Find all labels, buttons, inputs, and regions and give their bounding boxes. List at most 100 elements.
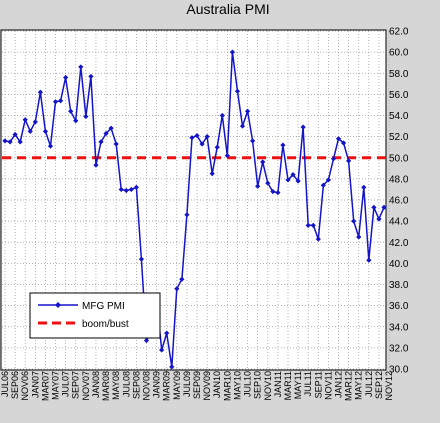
- x-tick-label: MAY08: [111, 371, 121, 400]
- x-tick-label: MAR11: [283, 371, 293, 400]
- pmi-point: [174, 286, 180, 292]
- pmi-point: [366, 257, 372, 263]
- y-tick-label: 34.0: [389, 322, 409, 333]
- pmi-point: [17, 139, 23, 145]
- gridlines: [2, 30, 390, 370]
- x-tick-label: SEP10: [253, 371, 263, 399]
- pmi-point: [189, 135, 195, 141]
- pmi-point: [184, 212, 190, 218]
- pmi-point: [275, 190, 281, 196]
- pmi-point: [138, 256, 145, 262]
- pmi-point: [376, 216, 382, 222]
- pmi-point: [214, 144, 220, 150]
- pmi-point: [300, 124, 306, 130]
- pmi-point: [32, 119, 38, 125]
- pmi-point: [93, 162, 99, 168]
- x-tick-label: MAR12: [344, 371, 354, 401]
- pmi-point: [346, 158, 352, 164]
- pmi-point: [47, 143, 54, 149]
- legend-pmi-marker: [55, 302, 61, 308]
- pmi-point: [113, 141, 119, 147]
- legend-boom-bust-label: boom/bust: [82, 319, 129, 330]
- x-tick-label: JAN10: [212, 371, 222, 398]
- x-tick-label: JUL12: [364, 371, 374, 397]
- pmi-point: [128, 186, 134, 193]
- pmi-point: [335, 136, 342, 142]
- pmi-point: [204, 134, 210, 140]
- pmi-point: [118, 186, 124, 193]
- x-tick-label: NOV06: [20, 371, 30, 401]
- x-tick-label: MAY07: [51, 371, 61, 400]
- pmi-point: [7, 139, 13, 145]
- legend-pmi-label: MFG PMI: [82, 301, 125, 312]
- pmi-point: [260, 159, 266, 165]
- pmi-point: [98, 139, 104, 145]
- x-tick-label: MAY12: [354, 371, 364, 400]
- x-tick-label: MAR10: [222, 371, 232, 401]
- x-tick-label: NOV07: [81, 371, 91, 401]
- x-tick-label: SEP12: [374, 371, 384, 399]
- y-tick-label: 46.0: [389, 196, 409, 207]
- x-tick-label: MAY10: [232, 371, 242, 400]
- pmi-point: [219, 112, 225, 119]
- pmi-point: [356, 234, 362, 240]
- pmi-point: [68, 108, 74, 114]
- pmi-point: [244, 108, 251, 114]
- y-tick-label: 54.0: [389, 111, 409, 122]
- pmi-point: [22, 117, 28, 123]
- pmi-point: [270, 188, 276, 195]
- y-tick-label: 42.0: [389, 238, 409, 249]
- x-tick-label: JAN12: [334, 371, 344, 398]
- pmi-point: [351, 218, 357, 224]
- pmi-point: [52, 99, 59, 105]
- pmi-point: [78, 64, 84, 70]
- x-tick-label: NOV11: [323, 371, 333, 400]
- y-tick-label: 40.0: [389, 259, 409, 270]
- x-tick-label: JUL07: [61, 371, 71, 397]
- pmi-point: [305, 222, 311, 228]
- y-tick-label: 62.0: [389, 27, 409, 38]
- pmi-point: [103, 130, 109, 137]
- x-tick-label: JUL06: [0, 371, 10, 397]
- pmi-point: [159, 347, 165, 353]
- legend-box: [29, 292, 161, 339]
- pmi-point: [310, 222, 316, 228]
- y-axis-tick-labels: 30.0 32.0 34.0 36.0 38.0 40.0 42.0 44.0 46.0 48.0…: [389, 27, 409, 376]
- y-tick-label: 60.0: [389, 48, 409, 59]
- y-tick-label: 30.0: [389, 365, 409, 376]
- pmi-point: [2, 138, 8, 144]
- pmi-point: [88, 73, 94, 80]
- pmi-point: [280, 142, 286, 148]
- y-tick-label: 44.0: [389, 217, 409, 228]
- pmi-point: [83, 113, 89, 120]
- y-tick-label: 52.0: [389, 132, 409, 143]
- pmi-series-group: [2, 49, 387, 370]
- y-tick-label: 36.0: [389, 301, 409, 312]
- legend: MFG PMI boom/bust: [29, 292, 161, 339]
- pmi-point: [37, 89, 43, 95]
- pmi-point: [199, 141, 205, 147]
- pmi-point: [209, 170, 215, 177]
- pmi-point: [255, 183, 261, 189]
- y-tick-label: 48.0: [389, 174, 409, 185]
- pmi-point: [234, 88, 241, 94]
- pmi-point: [27, 128, 33, 134]
- pmi-point: [239, 123, 246, 129]
- pmi-point: [143, 337, 150, 344]
- y-tick-label: 38.0: [389, 280, 409, 291]
- x-tick-label: NOV10: [263, 371, 273, 401]
- x-tick-label: NOV12: [384, 371, 394, 401]
- x-tick-label: NOV08: [141, 371, 151, 401]
- pmi-point: [315, 236, 321, 242]
- x-tick-label: JUL09: [182, 371, 192, 397]
- pmi-point: [133, 184, 139, 190]
- pmi-point: [224, 153, 230, 159]
- x-tick-label: MAR07: [40, 371, 50, 401]
- x-tick-label: SEP07: [71, 371, 81, 399]
- x-tick-label: MAY11: [293, 371, 303, 399]
- pmi-point: [63, 74, 69, 81]
- pmi-point: [285, 177, 291, 183]
- pmi-point: [250, 138, 256, 144]
- pmi-point: [325, 177, 332, 183]
